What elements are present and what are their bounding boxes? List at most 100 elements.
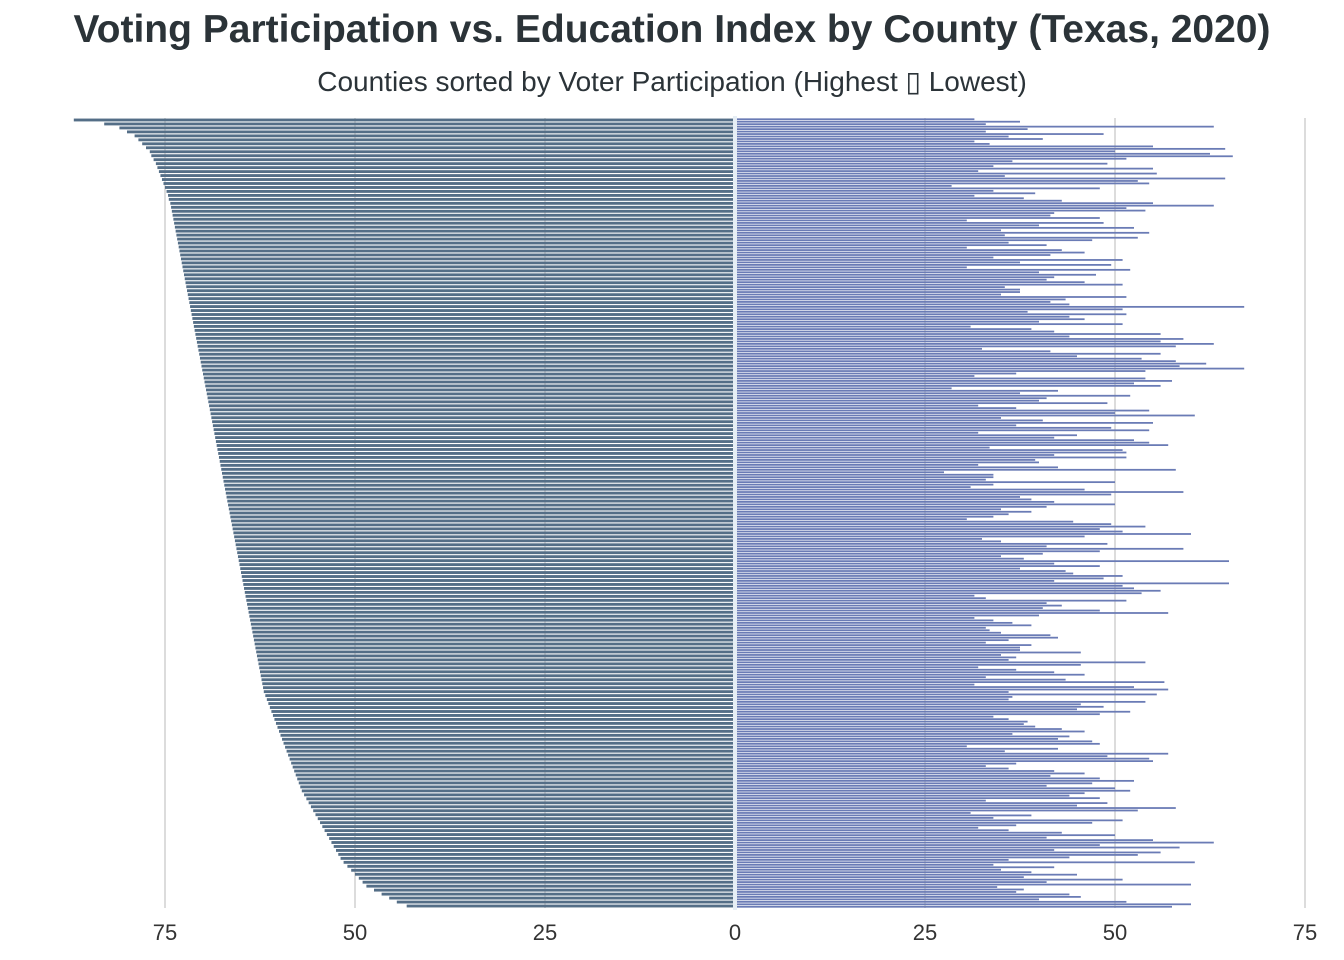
left-bar [336, 849, 735, 852]
left-bar [229, 511, 735, 515]
right-bar [735, 782, 1093, 785]
left-bar [231, 519, 735, 523]
right-bar [735, 244, 1047, 247]
left-bar [252, 630, 735, 634]
right-bar [735, 291, 1020, 293]
right-bar [735, 318, 1085, 321]
left-bar [168, 193, 736, 197]
right-bar [735, 735, 1070, 738]
right-bar [735, 313, 1127, 316]
left-bar [127, 130, 735, 134]
left-bar [230, 515, 736, 519]
right-bar [735, 199, 1062, 202]
right-bar [735, 550, 1100, 553]
left-bar [258, 662, 735, 666]
right-bar [735, 471, 944, 474]
right-bar [735, 730, 1085, 733]
right-bar [735, 856, 1070, 859]
right-bar [735, 338, 1184, 340]
left-bar [261, 678, 735, 682]
right-bar [735, 787, 1115, 790]
right-bar [735, 812, 971, 814]
left-bar [197, 344, 735, 348]
right-bar [735, 668, 1017, 671]
right-bar [735, 236, 1138, 239]
right-bar [735, 893, 1070, 896]
left-bar [283, 741, 735, 745]
right-bar [735, 760, 1153, 762]
right-bar [735, 520, 1074, 523]
right-bar [735, 123, 986, 126]
right-bar [735, 412, 1115, 414]
right-bar [735, 352, 1161, 355]
left-bar [201, 364, 736, 368]
right-bar [735, 305, 1245, 308]
left-bar [241, 575, 735, 578]
right-bar [735, 404, 979, 407]
right-bar [735, 898, 1039, 901]
left-bar [215, 440, 736, 443]
left-bar [331, 841, 735, 844]
right-bar [735, 362, 1207, 365]
tick-label-left-50: 50 [343, 920, 367, 945]
left-bar [247, 602, 735, 606]
right-bar [735, 498, 1032, 501]
right-bar [735, 696, 1013, 698]
right-bar [735, 888, 1024, 891]
right-bar [735, 821, 1093, 824]
right-bar [735, 905, 1172, 908]
right-bar-series [735, 118, 1245, 908]
right-bar [735, 814, 1032, 817]
right-bar [735, 841, 1214, 844]
right-bar [735, 387, 952, 390]
right-bar [735, 231, 1150, 234]
right-bar [735, 486, 971, 488]
right-bar [735, 663, 1081, 666]
right-bar [735, 851, 1161, 854]
right-bar [735, 446, 990, 449]
right-bar [735, 380, 1172, 382]
left-bar [177, 241, 736, 245]
left-bar [256, 650, 735, 654]
right-bar [735, 602, 1047, 604]
right-bar [735, 310, 1028, 313]
left-bar [216, 444, 735, 447]
tick-label-left-75: 75 [153, 920, 177, 945]
left-bar [161, 178, 735, 181]
left-bar [295, 773, 735, 777]
left-bar [183, 269, 736, 273]
right-bar [735, 463, 979, 466]
left-bar [277, 725, 735, 729]
right-bar [735, 639, 1009, 642]
right-bar [735, 185, 952, 187]
right-bar [735, 209, 1146, 212]
right-bar [735, 844, 1100, 846]
right-bar [735, 762, 1017, 765]
right-bar [735, 654, 1001, 656]
right-bar [735, 547, 1184, 550]
right-bar [735, 659, 1009, 661]
left-bar [194, 328, 735, 332]
right-bar [735, 513, 1009, 516]
right-bar [735, 770, 1055, 772]
right-bar [735, 728, 1062, 730]
left-bar [271, 710, 735, 713]
left-bar [250, 618, 735, 622]
right-bar [735, 878, 1123, 881]
right-bar [735, 572, 1074, 575]
right-bar [735, 382, 1134, 385]
right-bar [735, 765, 986, 767]
right-bar [735, 189, 994, 192]
right-bar [735, 794, 1070, 797]
right-bar [735, 303, 1070, 306]
right-bar [735, 752, 1169, 755]
right-bar [735, 510, 1032, 513]
right-bar [735, 710, 1131, 713]
left-bar [215, 436, 735, 439]
right-bar [735, 703, 1081, 706]
right-bar [735, 325, 971, 328]
left-bar [157, 166, 735, 170]
right-bar [735, 308, 1123, 311]
right-bar [735, 649, 1020, 651]
